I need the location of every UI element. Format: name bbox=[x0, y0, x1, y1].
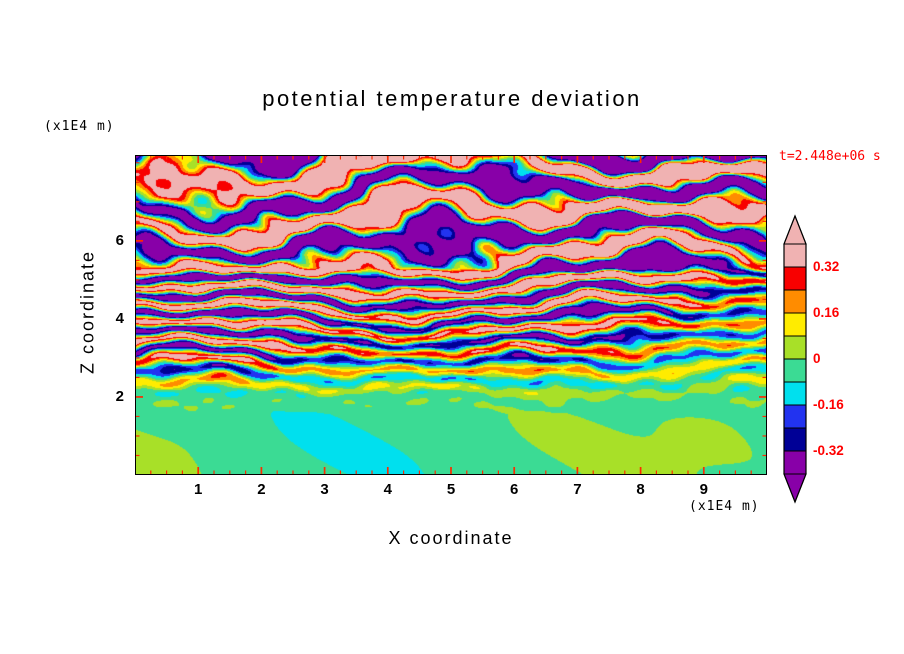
x-tick-label: 3 bbox=[320, 481, 329, 498]
x-axis-units-label: (x1E4 m) bbox=[689, 499, 760, 514]
x-axis-title: X coordinate bbox=[388, 528, 514, 548]
y-axis-title: Z coordinate bbox=[77, 249, 98, 375]
plot-area bbox=[135, 155, 767, 475]
colorbar-outline bbox=[783, 214, 807, 504]
x-tick-label: 4 bbox=[383, 481, 392, 498]
y-tick-label: 2 bbox=[115, 387, 124, 405]
x-tick-label: 9 bbox=[699, 481, 708, 498]
x-tick-label: 1 bbox=[194, 481, 203, 498]
colorbar-over-arrow bbox=[783, 214, 807, 245]
x-tick-label: 5 bbox=[446, 481, 456, 498]
x-tick-label: 7 bbox=[573, 481, 582, 498]
colorbar-bands bbox=[783, 243, 807, 475]
heatmap-canvas bbox=[135, 155, 767, 475]
z-axis-units-label: (x1E4 m) bbox=[44, 119, 115, 134]
y-tick-label: 4 bbox=[115, 309, 124, 327]
colorbar bbox=[783, 214, 807, 504]
colorbar-under-arrow bbox=[783, 473, 807, 504]
x-tick-label: 6 bbox=[510, 481, 519, 498]
time-annotation: t=2.448e+06 s bbox=[779, 149, 881, 164]
x-tick-label: 2 bbox=[257, 481, 266, 498]
x-tick-label: 8 bbox=[636, 481, 645, 498]
chart-title: potential temperature deviation bbox=[262, 86, 642, 111]
y-tick-label: 6 bbox=[115, 231, 124, 249]
